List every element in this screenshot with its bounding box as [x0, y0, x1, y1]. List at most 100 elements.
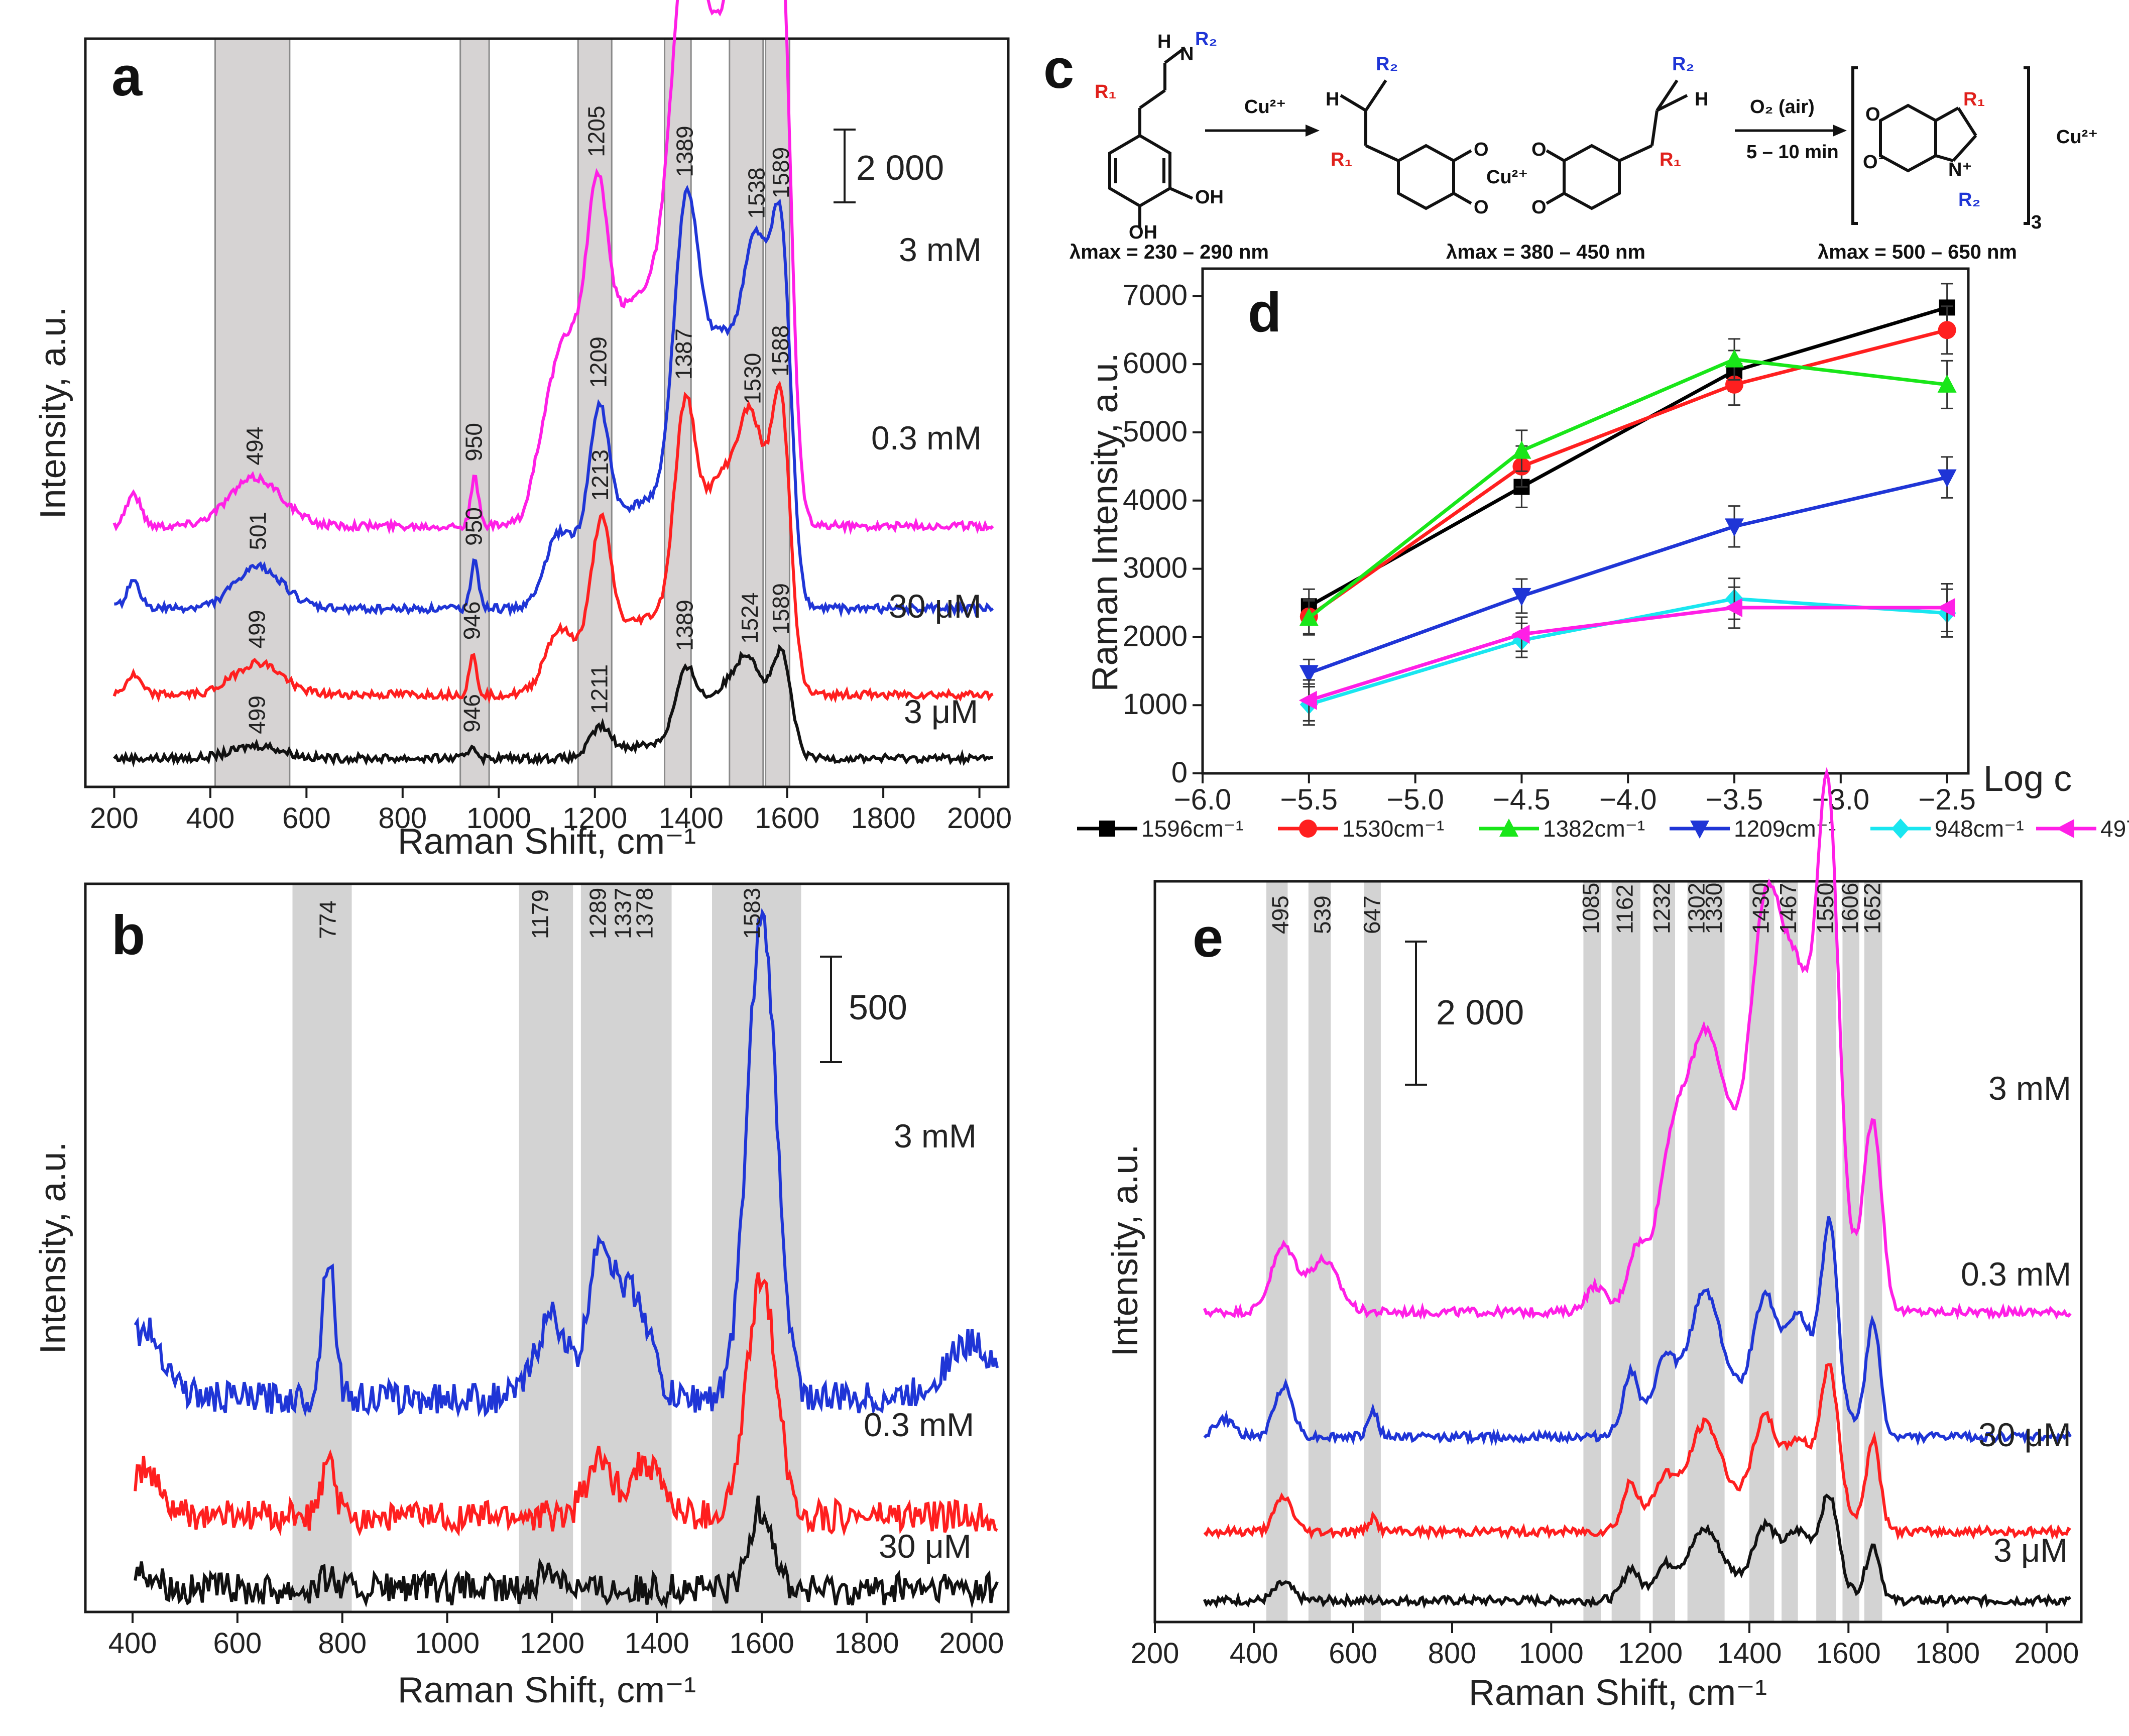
- d-legend-label-2: 1382cm⁻¹: [1543, 816, 1645, 842]
- b-xtick-label-2: 800: [318, 1627, 367, 1660]
- d-ytick-label-7: 7000: [1123, 279, 1188, 311]
- b-peak-label-5: 1583: [739, 888, 765, 939]
- d-xtick-label-3: −4.5: [1493, 783, 1551, 816]
- atom-ominus-product: O⁻: [1863, 152, 1888, 173]
- a-peak-label-15: 1213: [587, 449, 613, 501]
- e-trace-2: [1203, 1363, 2071, 1541]
- panel-b-xlabel: Raman Shift, cm⁻¹: [398, 1670, 696, 1710]
- a-peak-label-20: 1389: [672, 600, 698, 651]
- b-xtick-label-4: 1200: [520, 1627, 584, 1660]
- a-trace-2: [112, 380, 994, 704]
- d-legend-marker-0: [1099, 821, 1115, 837]
- a-peak-label-22: 946: [459, 694, 485, 733]
- subscript-3: 3: [2031, 212, 2042, 233]
- atom-r2: R₂: [1195, 29, 1217, 50]
- b-xtick-label-0: 400: [108, 1627, 157, 1660]
- d-point-5-0: [1298, 690, 1317, 710]
- atom-o-1: O: [1474, 139, 1489, 160]
- d-point-3-3: [1937, 469, 1957, 488]
- panel-d-ylabel: Raman Intensity, a.u.: [1085, 353, 1125, 692]
- b-xtick-label-6: 1600: [730, 1627, 794, 1660]
- a-peak-label-14: 1387: [671, 328, 697, 380]
- d-ytick-label-3: 3000: [1123, 552, 1188, 585]
- atom-o-4: O: [1531, 197, 1547, 218]
- a-peak-label-13: 1530: [740, 353, 766, 404]
- panel-e-frame: [1153, 880, 2083, 1624]
- d-legend-marker-5: [2056, 819, 2074, 838]
- e-xtick-label-6: 1400: [1717, 1637, 1782, 1670]
- atom-o-3: O: [1531, 139, 1547, 160]
- e-highlight-band-1: [1308, 881, 1331, 1622]
- a-xtick-label-2: 600: [282, 802, 331, 835]
- e-peak-label-12: 1652: [1859, 883, 1885, 934]
- e-peak-label-0: 495: [1267, 895, 1293, 934]
- panel-e-xlabel: Raman Shift, cm⁻¹: [1469, 1673, 1767, 1713]
- a-peak-label-9: 1209: [585, 336, 611, 388]
- b-peak-label-3: 1337: [610, 888, 636, 939]
- atom-h: H: [1157, 31, 1171, 52]
- atom-oh-1: OH: [1195, 187, 1224, 208]
- b-peak-label-0: 774: [315, 900, 341, 939]
- e-peak-label-11: 1606: [1837, 883, 1863, 934]
- panel-b-scale-bar: 500: [820, 956, 907, 1063]
- a-peak-label-17: 499: [244, 610, 270, 649]
- e-peak-label-1: 539: [1309, 895, 1335, 934]
- copper-complex: [1340, 79, 1688, 210]
- d-legend-label-5: 497cm⁻¹: [2100, 816, 2129, 842]
- panel-b-conc-0: 3 mM: [894, 1117, 977, 1154]
- a-xtick-label-1: 400: [186, 802, 235, 835]
- d-point-3-0: [1299, 665, 1319, 683]
- d-xtick-label-0: −6.0: [1174, 783, 1232, 816]
- d-legend-marker-3: [1690, 821, 1709, 839]
- d-series-line-4: [1308, 597, 1947, 707]
- a-peak-label-5: 494: [242, 427, 268, 466]
- panel-c-scheme: c H N R₂ R₁ OH OH λmax = 230 – 290 nm Cu…: [1043, 29, 2098, 263]
- d-ytick-label-1: 1000: [1123, 688, 1188, 721]
- panel-d-xlabel: Log c: [1983, 759, 2072, 799]
- d-series-line-2: [1308, 358, 1948, 620]
- d-xtick-label-2: −5.0: [1386, 783, 1444, 816]
- d-legend-label-1: 1530cm⁻¹: [1342, 816, 1444, 842]
- d-legend-marker-1: [1299, 820, 1317, 838]
- d-legend-label-4: 948cm⁻¹: [1935, 816, 2024, 842]
- panel-b-conc-1: 0.3 mM: [864, 1406, 974, 1443]
- d-legend-marker-2: [1499, 819, 1518, 837]
- d-point-2-3: [1937, 374, 1957, 393]
- a-highlight-band-2: [577, 38, 613, 788]
- panel-a-conc-3: 3 μM: [904, 693, 978, 730]
- atom-o-2: O: [1474, 197, 1489, 218]
- e-peak-label-8: 1430: [1748, 883, 1774, 934]
- a-xtick-label-3: 800: [378, 802, 427, 835]
- e-trace-3: [1203, 1493, 2072, 1609]
- lambda-product: λmax = 500 – 650 nm: [1818, 241, 2017, 263]
- d-xtick-label-1: −5.5: [1280, 783, 1338, 816]
- a-peak-label-18: 1589: [768, 583, 794, 634]
- e-highlight-band-4: [1611, 881, 1640, 1622]
- d-xtick-label-7: −2.5: [1918, 783, 1976, 816]
- e-xtick-label-8: 1800: [1915, 1637, 1980, 1670]
- e-highlight-band-5: [1652, 881, 1675, 1622]
- a-highlight-band-1: [459, 38, 490, 788]
- panel-e-conc-1: 0.3 mM: [1961, 1255, 2071, 1293]
- e-highlight-band-2: [1364, 881, 1381, 1622]
- reaction-arrow-2: O₂ (air) 5 – 10 min: [1735, 96, 1847, 163]
- panel-e-conc-2: 30 μM: [1978, 1416, 2071, 1453]
- a-peak-label-16: 946: [459, 601, 485, 640]
- e-xtick-label-2: 600: [1329, 1637, 1377, 1670]
- panel-a: 1588153013891205950494158915381389120995…: [33, 0, 1012, 862]
- e-peak-label-2: 647: [1359, 895, 1385, 934]
- product-molecule: [1851, 66, 2030, 225]
- atom-o-product: O: [1865, 104, 1880, 125]
- e-xtick-label-4: 1000: [1519, 1637, 1584, 1670]
- e-xtick-label-9: 2000: [2014, 1637, 2079, 1670]
- e-trace-1: [1203, 1216, 2072, 1446]
- d-ytick-label-2: 2000: [1123, 620, 1188, 652]
- atom-oh-2: OH: [1129, 222, 1157, 243]
- e-highlight-band-6: [1687, 881, 1725, 1622]
- a-peak-label-19: 1524: [737, 593, 763, 644]
- b-highlight-band-2: [580, 884, 672, 1612]
- d-point-1-3: [1938, 321, 1956, 339]
- atom-r2-2: R₂: [1376, 54, 1398, 75]
